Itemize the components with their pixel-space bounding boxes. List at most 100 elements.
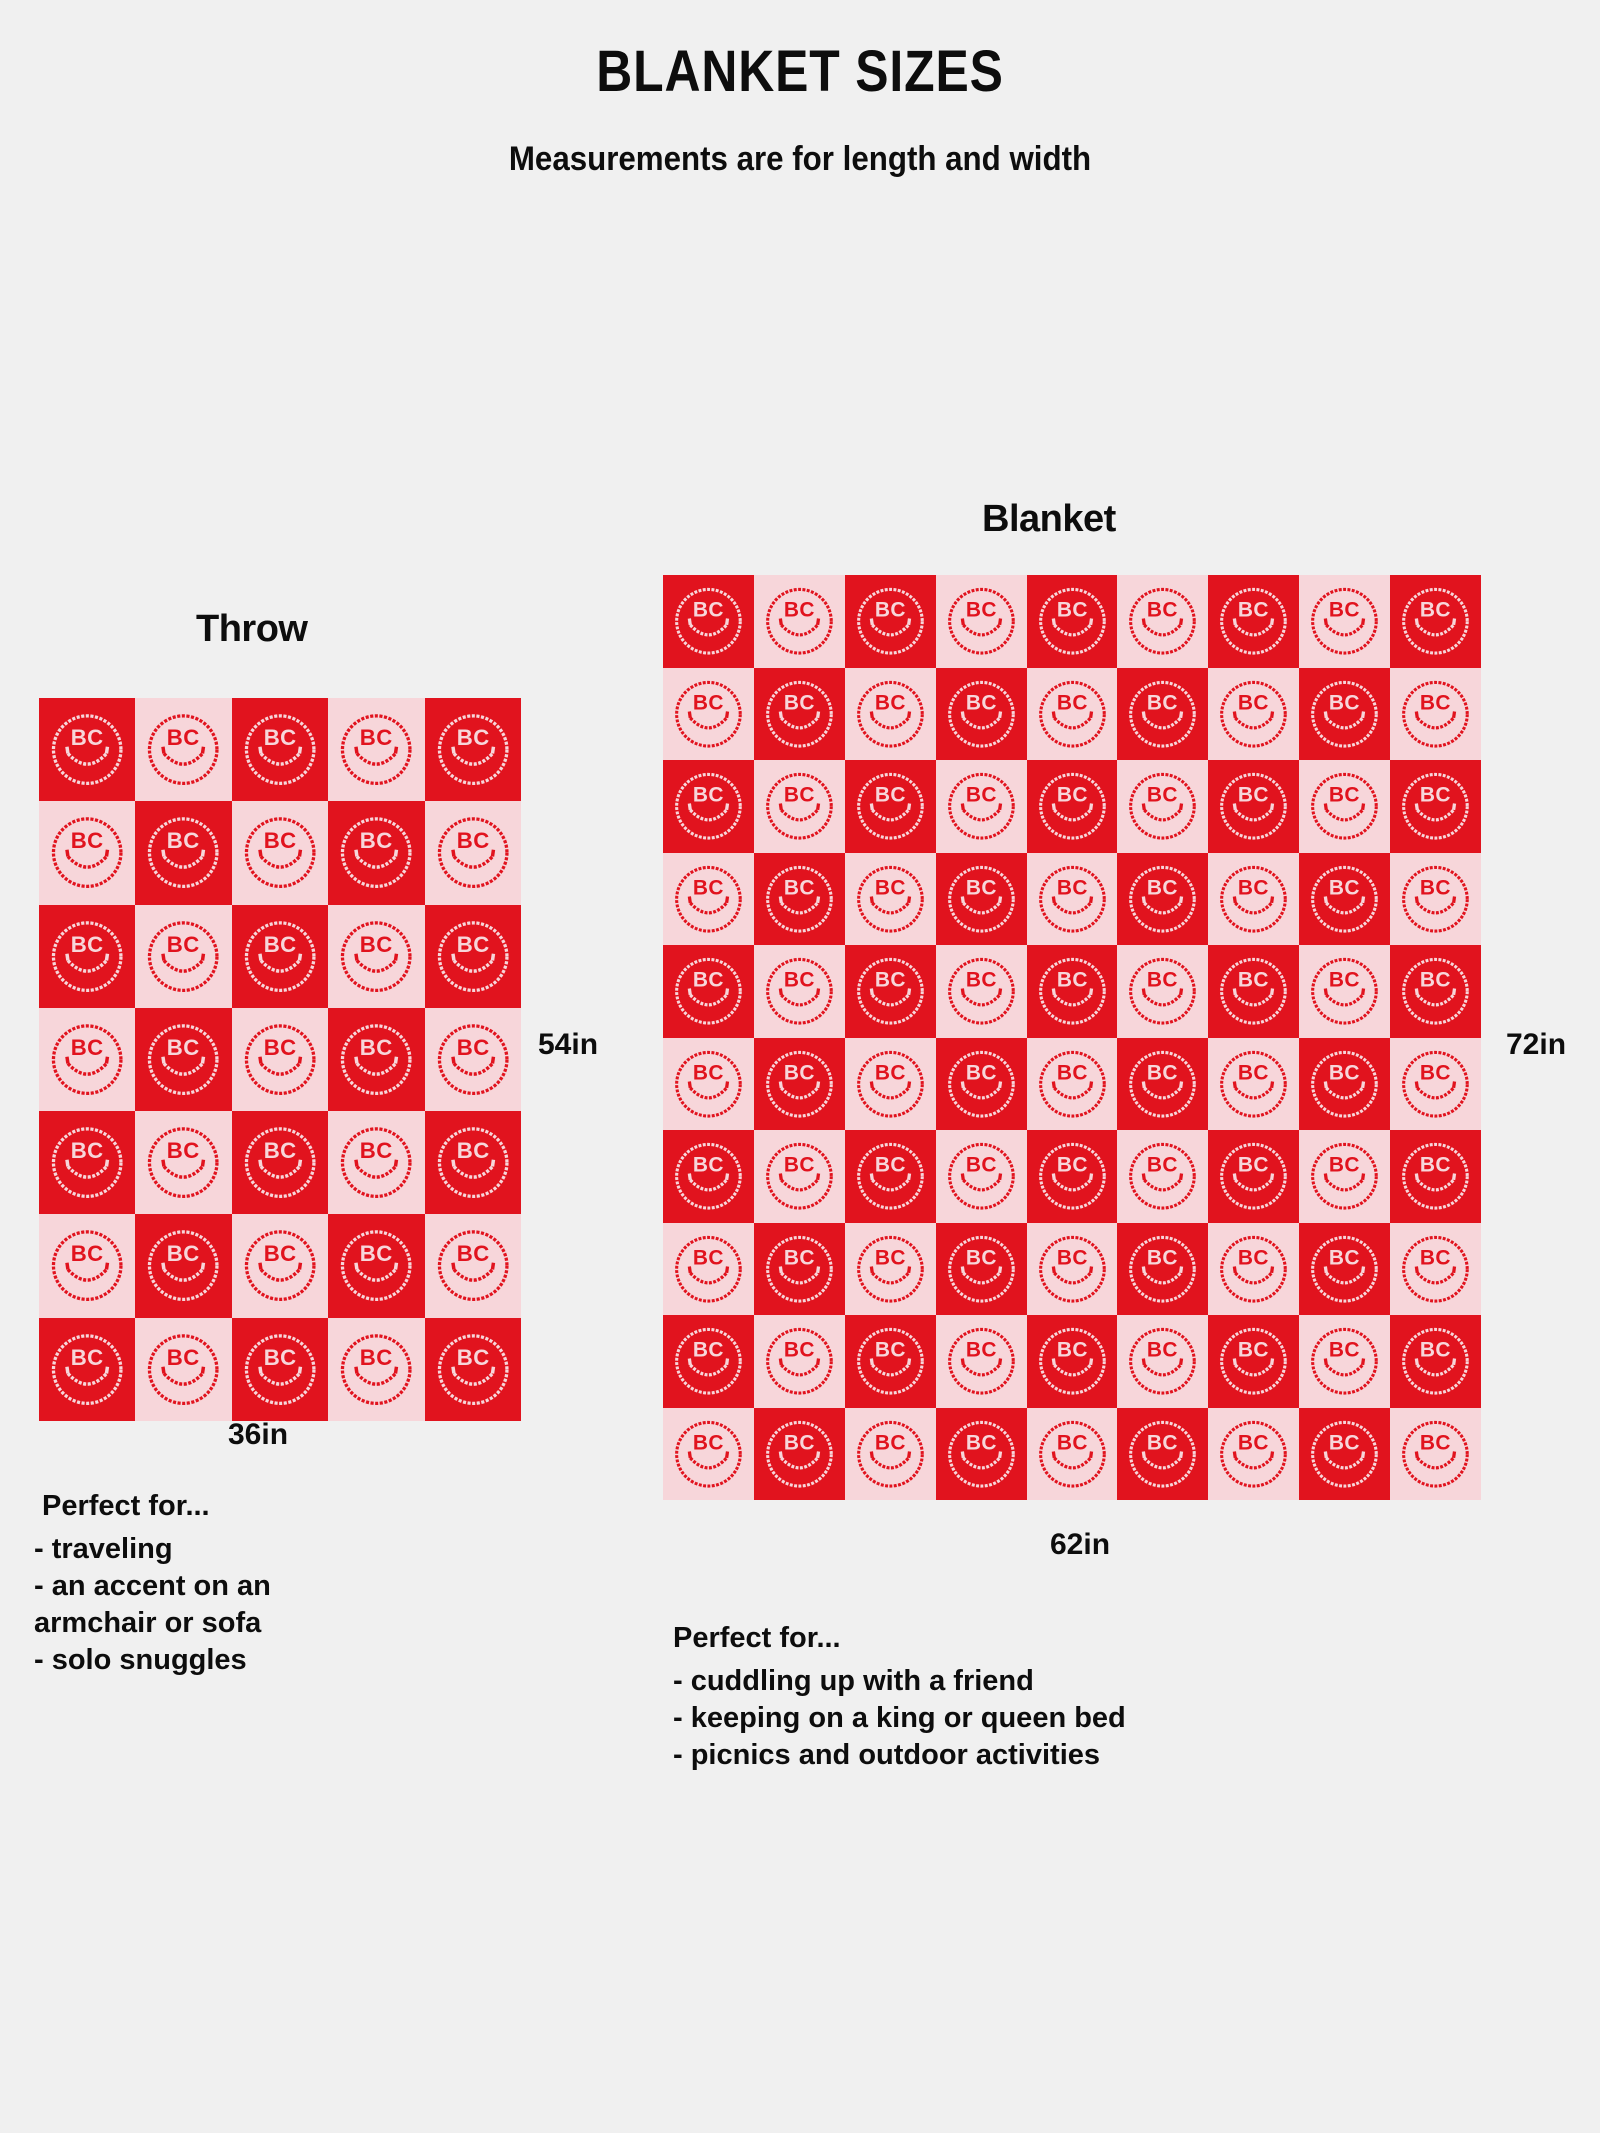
swatch-cell: BC [663,852,754,945]
bc-smiley-icon: BC [1220,1235,1288,1303]
svg-text:BC: BC [360,828,393,853]
swatch-cell: BC [935,667,1027,760]
svg-text:BC: BC [264,725,297,750]
swatch-cell: BC [1390,760,1481,853]
swatch-cell: BC [1208,760,1300,853]
swatch-cell: BC [231,904,329,1008]
svg-text:BC: BC [784,784,815,807]
svg-text:BC: BC [875,1154,906,1177]
swatch-cell: BC [424,904,521,1008]
swatch-cell: BC [1117,1407,1209,1500]
swatch-cell: BC [1117,1037,1209,1130]
bc-smiley-icon: BC [1402,1235,1469,1303]
swatch-cell: BC [1208,1037,1300,1130]
swatch-cell: BC [424,698,521,802]
swatch-cell: BC [753,1407,845,1500]
bc-smiley-icon: BC [437,1024,509,1095]
svg-text:BC: BC [71,1345,104,1370]
bc-smiley-icon: BC [675,1420,742,1488]
blanket-perfect-for-item: - picnics and outdoor activities [673,1739,1101,1772]
bc-smiley-icon: BC [341,1230,412,1302]
swatch-cell: BC [1208,1407,1300,1500]
svg-text:BC: BC [784,1431,815,1454]
swatch-cell: BC [844,575,936,668]
bc-smiley-icon: BC [765,865,833,933]
swatch-cell: BC [135,698,232,802]
svg-text:BC: BC [360,1241,393,1266]
svg-text:BC: BC [71,1241,104,1266]
svg-text:BC: BC [875,1061,906,1084]
swatch-cell: BC [1026,760,1118,853]
swatch-cell: BC [753,1315,845,1408]
bc-smiley-icon: BC [1129,772,1197,840]
swatch-cell: BC [1390,1130,1481,1223]
bc-smiley-icon: BC [1402,587,1469,655]
svg-text:BC: BC [1238,784,1269,807]
svg-text:BC: BC [693,784,724,807]
bc-smiley-icon: BC [856,1327,924,1395]
bc-smiley-icon: BC [148,1333,219,1405]
svg-text:BC: BC [1147,691,1178,714]
bc-smiley-icon: BC [244,1127,316,1199]
svg-text:BC: BC [1056,691,1087,714]
bc-smiley-icon: BC [244,714,316,786]
svg-text:BC: BC [875,784,906,807]
bc-smiley-icon: BC [1402,1327,1469,1395]
bc-smiley-icon: BC [947,865,1015,933]
swatch-cell: BC [135,1111,232,1215]
svg-text:BC: BC [1420,691,1451,714]
svg-text:BC: BC [693,1431,724,1454]
swatch-cell: BC [1299,1315,1391,1408]
swatch-cell: BC [844,760,936,853]
swatch-cell: BC [1208,1130,1300,1223]
svg-text:BC: BC [1056,969,1087,992]
bc-smiley-icon: BC [148,714,219,786]
swatch-cell: BC [1208,945,1300,1038]
svg-text:BC: BC [264,1345,297,1370]
bc-smiley-icon: BC [341,714,412,786]
blanket-width-label: 62in [1050,1528,1111,1561]
bc-smiley-icon: BC [675,1142,742,1210]
svg-text:BC: BC [1238,1154,1269,1177]
svg-text:BC: BC [693,969,724,992]
swatch-cell: BC [663,1315,754,1408]
swatch-cell: BC [844,667,936,760]
bc-smiley-icon: BC [437,1127,509,1199]
swatch-cell: BC [663,1222,754,1315]
swatch-cell: BC [1208,667,1300,760]
bc-smiley-icon: BC [341,1127,412,1199]
swatch-cell: BC [935,1037,1027,1130]
svg-text:BC: BC [456,828,489,853]
svg-text:BC: BC [167,828,200,853]
swatch-cell: BC [328,904,425,1008]
swatch-cell: BC [1026,1315,1118,1408]
bc-smiley-icon: BC [1311,680,1379,748]
bc-smiley-icon: BC [437,817,509,889]
blanket-perfect-for-item: - cuddling up with a friend [673,1665,1034,1698]
svg-text:BC: BC [1420,1154,1451,1177]
swatch-cell: BC [39,1007,136,1112]
swatch-cell: BC [231,1317,329,1421]
blanket-swatch-image: BC BC BC BC BC BC BC [663,575,1481,1500]
svg-text:BC: BC [1147,876,1178,899]
swatch-cell: BC [39,1111,136,1215]
svg-text:BC: BC [875,1246,906,1269]
bc-smiley-icon: BC [1402,680,1469,748]
svg-text:BC: BC [1329,969,1360,992]
svg-text:BC: BC [1329,691,1360,714]
swatch-cell: BC [1299,1037,1391,1130]
svg-text:BC: BC [1147,969,1178,992]
swatch-cell: BC [753,667,845,760]
svg-text:BC: BC [1329,1431,1360,1454]
svg-text:BC: BC [360,725,393,750]
swatch-cell: BC [935,1222,1027,1315]
bc-smiley-icon: BC [675,1050,742,1118]
svg-text:BC: BC [456,1241,489,1266]
bc-smiley-icon: BC [51,1024,123,1095]
swatch-cell: BC [39,1317,136,1421]
throw-width-label: 36in [228,1418,289,1451]
bc-smiley-icon: BC [1220,1420,1288,1488]
svg-text:BC: BC [1329,876,1360,899]
bc-smiley-icon: BC [1220,772,1288,840]
